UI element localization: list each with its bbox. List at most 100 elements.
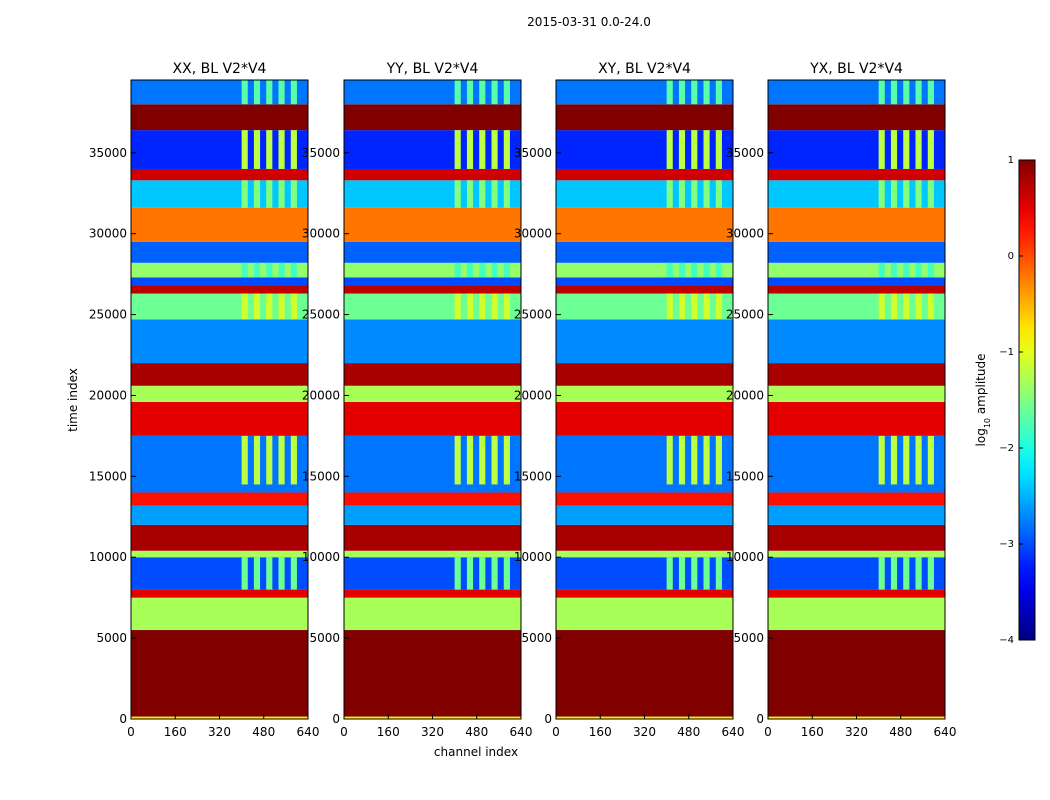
rfi-xx-2-3 [278,293,285,320]
rfi-xx-0-2 [266,557,273,590]
x-tick-label-yx-4: 640 [934,725,957,739]
rfi-yy-6-1 [466,80,474,105]
y-tick-label-yy-7: 35000 [302,146,340,160]
rfi-yx-5-4 [927,130,934,169]
y-tick-label-yx-5: 25000 [726,308,764,322]
rfi-yx-3-3 [915,262,922,278]
rfi-xy-6-3 [703,80,710,105]
band-yx-15 [768,285,945,294]
y-axis-label: time index [66,368,80,432]
rfi-yy-5-2 [479,130,486,169]
rfi-yy-5-4 [503,130,510,169]
y-tick-label-xx-3: 15000 [89,469,127,483]
rfi-xy-1-3 [703,435,710,485]
band-yy-23 [344,104,521,131]
x-tick-label-xy-2: 320 [633,725,656,739]
rfi-xx-6-2 [266,80,273,105]
y-tick-label-xy-5: 25000 [514,308,552,322]
band-yx-10 [768,401,945,436]
y-tick-label-yx-1: 5000 [733,631,764,645]
rfi-yx-2-1 [890,293,898,320]
rfi-xx-5-2 [266,130,273,169]
rfi-yy-0-0 [454,557,461,590]
rfi-xx-1-3 [278,435,285,485]
band-xy-19 [556,207,733,242]
band-xx-16 [131,277,308,286]
rfi-yy-2-3 [491,293,498,320]
band-xy-13 [556,319,733,364]
x-tick-label-yy-3: 480 [465,725,488,739]
rfi-xx-3-1 [253,262,261,278]
band-yx-19 [768,207,945,242]
rfi-xx-1-2 [266,435,273,485]
rfi-yy-3-3 [491,262,498,278]
y-tick-label-xy-7: 35000 [514,146,552,160]
rfi-yx-6-4 [927,80,934,105]
rfi-yx-5-0 [878,130,885,169]
rfi-yx-0-1 [890,557,898,590]
band-yx-1 [768,630,945,717]
rfi-yx-2-4 [927,293,934,320]
y-tick-label-yx-0: 0 [756,712,764,726]
rfi-xy-3-2 [691,262,698,278]
rfi-yy-1-0 [454,435,461,485]
y-tick-label-yy-4: 20000 [302,388,340,402]
rfi-xx-4-4 [290,180,297,208]
band-xx-18 [131,241,308,263]
rfi-xx-3-4 [290,262,297,278]
y-tick-label-yy-1: 5000 [309,631,340,645]
rfi-xx-4-2 [266,180,273,208]
x-tick-label-yx-3: 480 [889,725,912,739]
figure-title: 2015-03-31 0.0-24.0 [527,15,651,29]
band-yx-18 [768,241,945,263]
rfi-xx-5-0 [241,130,248,169]
panel-title-yy: YY, BL V2*V4 [386,61,479,77]
rfi-yy-1-1 [466,435,474,485]
rfi-xy-2-0 [666,293,673,320]
rfi-xx-6-4 [290,80,297,105]
band-xy-12 [556,363,733,386]
band-xx-2 [131,597,308,631]
y-tick-label-xx-2: 10000 [89,550,127,564]
colorbar-tick-label-3: −2 [999,443,1014,454]
band-yx-3 [768,589,945,598]
band-yx-8 [768,492,945,506]
band-yy-11 [344,385,521,402]
rfi-xx-6-1 [253,80,261,105]
rfi-xx-3-0 [241,262,248,278]
rfi-yx-4-3 [915,180,922,208]
rfi-yx-0-3 [915,557,922,590]
band-xx-3 [131,589,308,598]
rfi-xx-1-4 [290,435,297,485]
rfi-xy-5-0 [666,130,673,169]
rfi-yx-3-0 [878,262,885,278]
band-xy-10 [556,401,733,436]
rfi-xy-0-2 [691,557,698,590]
band-yx-2 [768,597,945,631]
rfi-yx-1-2 [903,435,910,485]
colorbar-label: log10 amplitude [974,354,992,447]
rfi-yx-6-0 [878,80,885,105]
rfi-xy-5-2 [691,130,698,169]
y-tick-label-yx-4: 20000 [726,388,764,402]
colorbar-tick-label-4: −3 [999,539,1014,550]
rfi-yx-5-3 [915,130,922,169]
y-tick-label-yy-3: 15000 [302,469,340,483]
band-xy-1 [556,630,733,717]
rfi-xx-2-2 [266,293,273,320]
band-xx-12 [131,363,308,386]
band-yy-18 [344,241,521,263]
rfi-xx-0-3 [278,557,285,590]
band-xx-7 [131,505,308,525]
x-tick-label-yy-4: 640 [510,725,533,739]
x-tick-label-yy-2: 320 [421,725,444,739]
y-tick-label-yx-6: 30000 [726,227,764,241]
band-yy-15 [344,285,521,294]
colorbar-tick-label-1: 0 [1008,251,1014,262]
rfi-yy-6-0 [454,80,461,105]
band-xy-23 [556,104,733,131]
rfi-yx-5-1 [890,130,898,169]
band-yx-11 [768,385,945,402]
rfi-yy-6-2 [479,80,486,105]
y-tick-label-yy-5: 25000 [302,308,340,322]
